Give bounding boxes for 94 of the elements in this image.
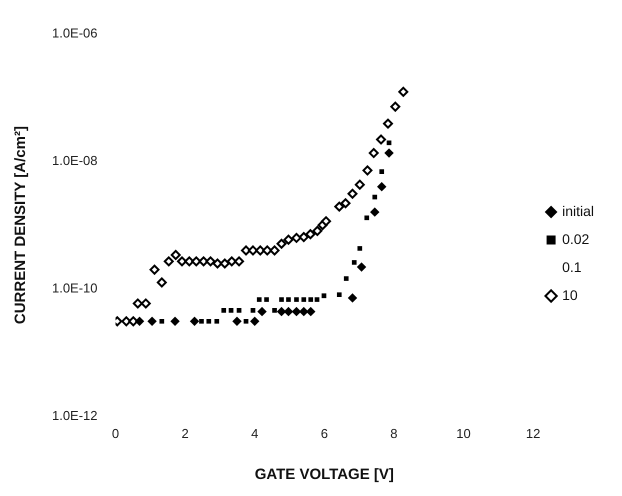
point xyxy=(314,297,320,302)
x-axis-title: GATE VOLTAGE [V] xyxy=(254,466,394,484)
point xyxy=(250,316,260,326)
point xyxy=(386,140,392,146)
x-tick-label: 12 xyxy=(526,426,540,441)
point xyxy=(270,245,280,256)
point xyxy=(348,293,357,302)
point xyxy=(308,297,314,302)
point xyxy=(256,297,262,302)
point xyxy=(334,202,344,212)
point xyxy=(250,308,256,313)
y-tick-label: 1.0E-10 xyxy=(52,280,98,296)
point xyxy=(322,293,326,298)
y-axis-title: CURRENT DENSITY [A/cm²] xyxy=(12,126,30,324)
point xyxy=(226,256,237,266)
point xyxy=(321,216,332,226)
legend-label: 0.02 xyxy=(562,230,590,247)
point xyxy=(236,308,242,313)
point xyxy=(276,238,287,249)
point xyxy=(132,298,143,308)
point xyxy=(121,316,132,326)
legend-label: 0.1 xyxy=(562,258,582,275)
x-tick-label: 6 xyxy=(320,426,328,441)
point xyxy=(352,260,357,265)
point xyxy=(294,297,299,302)
point xyxy=(368,148,379,158)
point xyxy=(214,318,220,324)
point xyxy=(372,194,378,200)
point xyxy=(164,256,174,266)
point xyxy=(150,264,160,275)
point xyxy=(344,276,349,281)
point xyxy=(264,297,269,302)
point xyxy=(244,318,248,324)
point xyxy=(357,262,366,272)
point xyxy=(170,316,180,326)
point xyxy=(286,297,291,302)
y-tick-label: 1.0E-12 xyxy=(52,408,98,423)
legend-label: 10 xyxy=(562,286,578,303)
point xyxy=(170,250,181,260)
point xyxy=(390,102,400,112)
point xyxy=(306,307,316,316)
x-tick-label: 8 xyxy=(390,426,398,441)
point xyxy=(198,256,209,266)
x-tick-label: 0 xyxy=(112,426,120,441)
point xyxy=(379,169,384,174)
point xyxy=(159,318,164,324)
point xyxy=(299,307,308,316)
legend-label: initial xyxy=(562,202,594,219)
point xyxy=(298,232,309,242)
point xyxy=(190,316,200,326)
point xyxy=(255,245,266,256)
point xyxy=(228,308,234,313)
point xyxy=(140,298,151,308)
point xyxy=(377,182,386,192)
point xyxy=(370,208,380,217)
point xyxy=(340,198,351,208)
point xyxy=(258,307,267,316)
point xyxy=(221,308,226,313)
point xyxy=(362,165,372,176)
point xyxy=(262,245,272,256)
point xyxy=(206,318,212,324)
y-tick-label: 1.0E-08 xyxy=(52,152,98,168)
point xyxy=(301,297,306,302)
point xyxy=(184,256,194,266)
point xyxy=(135,316,144,326)
point xyxy=(348,188,358,199)
point xyxy=(357,246,362,251)
point xyxy=(199,318,204,324)
point xyxy=(272,308,277,313)
point xyxy=(206,256,216,266)
point xyxy=(398,86,408,97)
point xyxy=(384,148,394,158)
point xyxy=(382,118,393,129)
point xyxy=(220,258,230,268)
x-tick-label: 2 xyxy=(182,426,189,441)
point xyxy=(234,256,244,266)
point xyxy=(232,316,242,326)
point xyxy=(312,226,322,236)
x-tick-label: 10 xyxy=(456,426,471,441)
point xyxy=(336,292,342,298)
point xyxy=(364,215,370,220)
x-tick-label: 4 xyxy=(251,426,258,441)
point xyxy=(176,256,187,266)
point xyxy=(376,134,386,144)
point xyxy=(305,229,316,240)
point xyxy=(291,232,302,243)
point xyxy=(292,307,301,316)
point xyxy=(283,234,294,245)
y-tick-label: 1.0E-06 xyxy=(52,25,98,40)
point xyxy=(148,316,157,326)
point xyxy=(279,297,284,302)
point xyxy=(156,277,167,288)
point xyxy=(191,256,202,266)
point xyxy=(354,180,365,190)
